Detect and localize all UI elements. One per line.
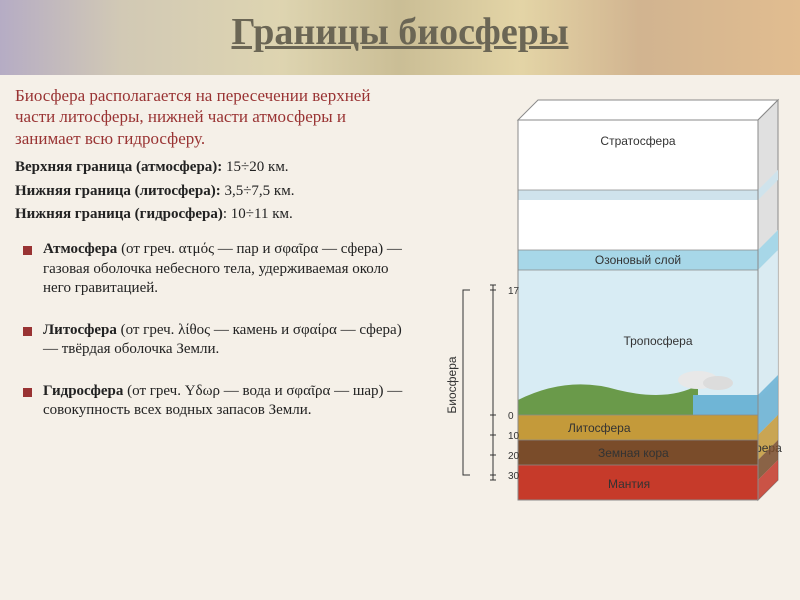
bound-upper: Верхняя граница (атмосфера): 15÷20 км. [15,157,405,179]
bound-hydro: Нижняя граница (гидросфера): 10÷11 км. [15,204,405,226]
layer-stratosphere: Стратосфера [600,134,676,148]
def-term: Атмосфера [43,241,117,257]
scale-tick: 0 [508,411,514,422]
layer-lithosphere: Литосфера [568,421,631,435]
layer-troposphere: Тропосфера [623,334,692,348]
bound-label: Нижняя граница (гидросфера) [15,206,223,222]
bound-value: : 10÷11 км. [223,206,293,222]
bound-value: 3,5÷7,5 км. [221,183,295,199]
bound-label: Верхняя граница (атмосфера): [15,159,222,175]
def-hydrosphere: Гидросфера (от греч. Yδωρ — вода и σφαῖρ… [15,382,405,421]
biosphere-label: Биосфера [445,356,459,413]
scale-tick: 17 [508,286,520,297]
intro-paragraph: Биосфера располагается на пересечении ве… [15,85,405,149]
scale-tick: 20 [508,451,520,462]
scale-tick: 30 [508,471,520,482]
bound-label: Нижняя граница (литосфера): [15,183,221,199]
definitions-list: Атмосфера (от греч. ατμός — пар и σφαῖρα… [15,240,405,421]
layer-mantle: Мантия [608,477,650,491]
text-content: Биосфера располагается на пересечении ве… [0,80,420,448]
layer-crust: Земная кора [598,446,669,460]
def-term: Литосфера [43,322,117,338]
bounds-block: Верхняя граница (атмосфера): 15÷20 км. Н… [15,157,405,226]
biosphere-diagram: Стратосфера Атмосфера Озоновый слой Троп… [438,90,788,540]
def-lithosphere: Литосфера (от греч. λίθος — камень и σφα… [15,321,405,360]
layer-ozone: Озоновый слой [595,253,681,267]
def-atmosphere: Атмосфера (от греч. ατμός — пар и σφαῖρα… [15,240,405,299]
bound-value: 15÷20 км. [222,159,288,175]
slide-title: Границы биосферы [0,10,800,54]
bound-litho: Нижняя граница (литосфера): 3,5÷7,5 км. [15,181,405,203]
def-term: Гидросфера [43,383,123,399]
scale-tick: 10 [508,431,520,442]
